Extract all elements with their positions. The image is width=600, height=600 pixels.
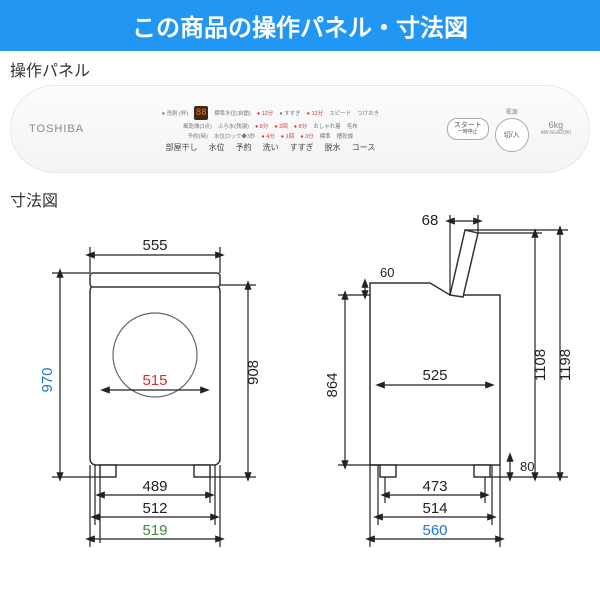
dim-side-base3: 560 [422, 522, 447, 539]
dim-side-1198: 1198 [557, 349, 574, 381]
panel-button-label[interactable]: 予約 [236, 142, 252, 153]
panel-indicator: おしゃれ着 [313, 122, 341, 130]
dim-side-base1: 473 [422, 478, 447, 495]
panel-indicator: ● 8分 [294, 122, 307, 130]
panel-row-2: 風乾燥(3点) ふろ水(残湯) ● 8分 ● 2回 ● 8分 おしゃれ着 毛布 [94, 122, 447, 130]
panel-row-1: ● 洗剤 (杯) 88 標準水位(自動) ● 12分 ● すすぎ ● 12分 ス… [94, 106, 447, 120]
dim-front-base1: 489 [142, 478, 167, 495]
panel-indicator: 予約(時) [188, 132, 208, 140]
dim-side-80: 80 [520, 459, 534, 474]
dimension-svg: 555 970 908 515 489 512 519 [10, 215, 590, 575]
panel-indicator: 水位ロック◆3秒 [214, 132, 256, 140]
panel-button-label[interactable]: 洗い [263, 142, 279, 153]
control-panel: TOSHIBA ● 洗剤 (杯) 88 標準水位(自動) ● 12分 ● すすぎ… [10, 85, 590, 173]
dim-front-inner: 515 [142, 372, 167, 389]
panel-indicator: 風乾燥(3点) [183, 122, 212, 130]
section-label-dimensions: 寸法図 [0, 181, 600, 215]
power-label: 電源 [495, 107, 529, 116]
dim-front-base2: 512 [142, 500, 167, 517]
panel-indicator: ● 1回 [281, 132, 294, 140]
panel-indicator: つけおき [357, 109, 379, 117]
panel-indicator: ● 8分 [255, 122, 268, 130]
panel-indicator: 毛布 [347, 122, 358, 130]
dim-side-base2: 514 [422, 500, 447, 517]
capacity-label: 6kg AW-6GA2(W) [541, 121, 571, 136]
panel-button-label[interactable]: すすぎ [290, 142, 314, 153]
dim-front-h970: 970 [39, 367, 56, 392]
dim-front-width: 555 [142, 237, 167, 254]
brand-logo: TOSHIBA [29, 123, 84, 135]
dim-front-h908: 908 [245, 360, 262, 385]
digit-display: 88 [194, 106, 208, 120]
dim-side-60: 60 [380, 265, 394, 280]
panel-indicator: ● すすぎ [279, 109, 300, 117]
panel-button-label[interactable]: コース [352, 142, 376, 153]
start-button[interactable]: スタート 一時停止 [447, 118, 489, 139]
power-button[interactable]: 切/入 [495, 118, 529, 152]
panel-indicator: ● 2回 [274, 122, 287, 130]
panel-indicator: 槽乾燥 [337, 132, 354, 140]
panel-indicator: ● 4分 [261, 132, 274, 140]
panel-indicator: ● 12分 [257, 109, 273, 117]
panel-mid: ● 洗剤 (杯) 88 標準水位(自動) ● 12分 ● すすぎ ● 12分 ス… [94, 106, 447, 153]
panel-right: スタート 一時停止 電源 切/入 6kg AW-6GA2(W) [447, 107, 571, 152]
title-banner: この商品の操作パネル・寸法図 [0, 0, 600, 51]
panel-indicator: ● 12分 [307, 109, 323, 117]
panel-indicator: ● 洗剤 (杯) [162, 109, 189, 117]
panel-indicator: ● 3分 [300, 132, 313, 140]
panel-button-label[interactable]: 部屋干し [166, 142, 198, 153]
panel-indicator: 標準 [320, 132, 331, 140]
panel-indicator: 標準水位(自動) [214, 109, 251, 117]
dim-front-base3: 519 [142, 522, 167, 539]
dim-side-lid: 68 [422, 215, 439, 229]
panel-button-label[interactable]: 水位 [209, 142, 225, 153]
panel-indicator: スピード [329, 109, 351, 117]
dim-side-1108: 1108 [532, 349, 549, 381]
panel-button-label[interactable]: 脱水 [325, 142, 341, 153]
dim-side-864: 864 [324, 372, 341, 397]
panel-row-big: 部屋干し 水位 予約 洗い すすぎ 脱水 コース [94, 142, 447, 153]
panel-indicator: ふろ水(残湯) [218, 122, 249, 130]
section-label-panel: 操作パネル [0, 51, 600, 85]
dim-side-inner: 525 [422, 367, 447, 384]
start-label-2: 一時停止 [454, 130, 482, 136]
dimension-diagram: 555 970 908 515 489 512 519 [10, 215, 590, 575]
panel-row-3: 予約(時) 水位ロック◆3秒 ● 4分 ● 1回 ● 3分 標準 槽乾燥 [94, 132, 447, 140]
